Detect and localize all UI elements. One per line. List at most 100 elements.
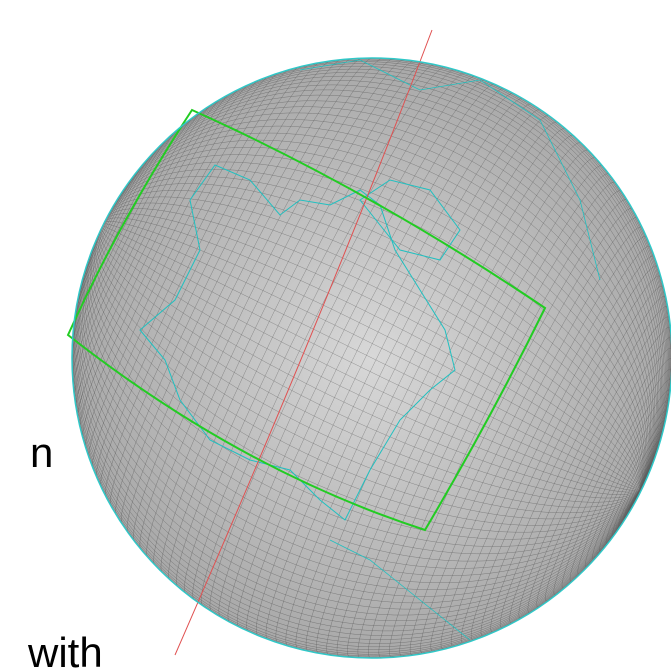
grid-line [88,72,279,458]
grid-line [85,76,270,449]
coastline [299,59,601,281]
grid-line [121,58,352,525]
grid-line [143,68,665,491]
grid-line [112,139,648,491]
grid-line [209,76,476,612]
grid-line [74,273,641,627]
grid-line [174,61,668,491]
grid-line [227,84,495,623]
grid-line [92,237,641,526]
grid-line [84,246,641,569]
grid-line [113,132,649,491]
grid-line [79,84,250,428]
slide-text: with [28,629,103,671]
grid-line [107,196,641,491]
grid-line [545,347,671,602]
grid-line [75,403,641,655]
grid-line [146,58,394,558]
grid-line [106,202,641,491]
grid-line [78,259,641,604]
grid-line [71,363,641,653]
grid-line [561,368,671,589]
grid-line [295,121,558,649]
grid-line [118,112,653,491]
grid-line [96,233,641,508]
grid-line [115,59,341,515]
grid-line [105,208,641,491]
grid-line [79,168,140,289]
grid-line [91,238,641,533]
grid-line [73,281,641,632]
grid-line [94,236,641,520]
grid-line [137,72,664,491]
grid-line [134,76,662,491]
grid-line [104,217,641,491]
grid-line [151,66,666,491]
grid-line [72,129,179,344]
grid-line [116,119,651,491]
grid-line [73,104,213,386]
grid-line [105,62,320,497]
coastline [359,179,461,261]
grid-line [118,106,654,491]
grid-line [89,239,641,540]
grid-line [124,89,658,491]
grid-line [73,286,641,636]
coastline [139,164,456,521]
sphere [72,58,671,658]
grid-line [108,176,643,491]
grid-line [77,260,641,610]
grid-line [112,147,646,491]
grid-line [129,80,661,491]
grid-line [97,232,641,503]
grid-line [77,159,147,300]
sphere-outline [71,57,671,659]
grid-line [168,62,425,581]
grid-line [139,58,383,550]
grid-line [218,79,485,617]
grid-line [71,339,641,650]
grid-line [102,225,641,491]
grid-line [76,265,641,616]
grid-line [80,254,641,590]
meridian-line [174,29,433,656]
grid-line [285,115,550,647]
grid-line [256,98,524,636]
grid-line [192,69,456,600]
grid-line [127,58,363,533]
grid-line [82,79,260,439]
grid-line [74,98,222,397]
grid-line [88,242,641,547]
grid-line [107,190,642,491]
grid-line [102,226,641,491]
grid-line [87,243,641,554]
grid-line [95,235,641,513]
grid-line [201,72,466,606]
slide-text: n [30,429,54,476]
grid-line [75,151,155,312]
grid-line [75,269,641,621]
grid-line [553,358,671,595]
grid-line [121,94,657,491]
grid-line [85,244,641,562]
grid-line [237,88,505,627]
grid-line [103,221,641,491]
grid-line [79,255,641,597]
grid-line [81,250,641,583]
grid-line [160,60,414,573]
grid-line [72,319,641,647]
grid-line [96,66,300,478]
grid-line [111,154,645,491]
grid-line [99,229,641,495]
grid-line [72,294,641,640]
grid-line [110,161,644,491]
grid-line [127,84,660,491]
grid-line [77,88,240,418]
grid-line [103,223,641,491]
grid-line [109,169,644,491]
grid-line [110,60,331,506]
grid-line [184,66,446,594]
grid-line [115,125,650,491]
